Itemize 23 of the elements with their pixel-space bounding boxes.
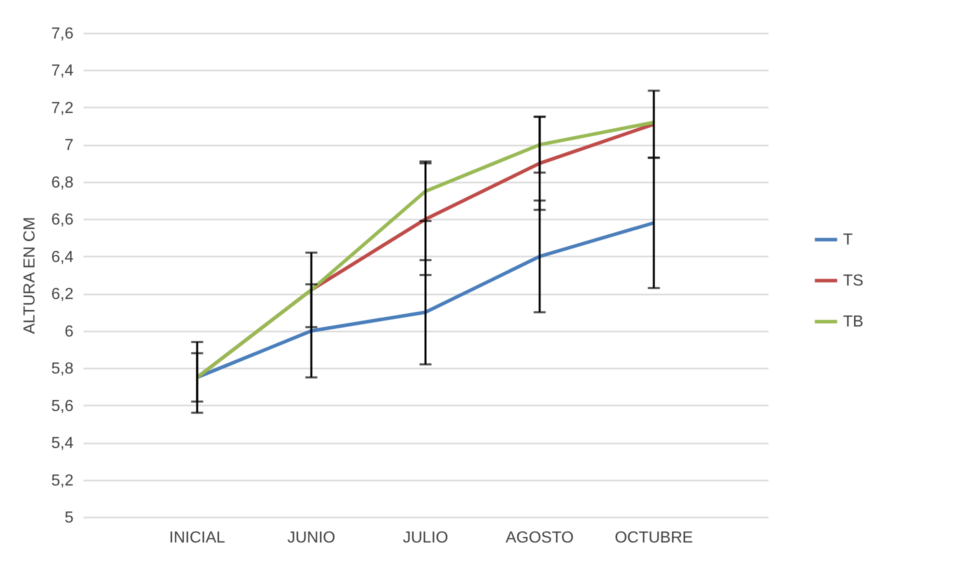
x-tick-label: AGOSTO — [506, 530, 574, 546]
legend-label: TS — [843, 272, 864, 290]
y-tick-label: 6,6 — [51, 212, 74, 229]
x-tick-label: OCTUBRE — [614, 530, 693, 546]
y-tick-label: 5,6 — [51, 398, 74, 415]
y-tick-label: 6,8 — [51, 174, 74, 192]
y-tick-label: 6,4 — [51, 248, 74, 266]
y-axis-title: ALTURA EN CM — [21, 216, 38, 334]
legend-label: TB — [843, 314, 864, 331]
y-tick-label: 5,2 — [51, 472, 74, 490]
y-tick-label: 7 — [64, 137, 74, 154]
y-tick-label: 7,4 — [51, 62, 74, 80]
y-tick-label: 5 — [64, 510, 74, 526]
y-tick-label: 5,8 — [51, 360, 74, 378]
x-tick-label: INICIAL — [169, 530, 226, 546]
x-tick-label: JULIO — [402, 530, 448, 546]
y-tick-label: 7,6 — [51, 26, 74, 42]
legend-label: T — [843, 232, 853, 249]
y-tick-label: 5,4 — [51, 435, 74, 452]
x-tick-label: JUNIO — [287, 530, 336, 546]
y-tick-label: 6 — [64, 323, 74, 340]
y-tick-label: 7,2 — [51, 100, 74, 117]
y-tick-label: 6,2 — [51, 286, 74, 304]
